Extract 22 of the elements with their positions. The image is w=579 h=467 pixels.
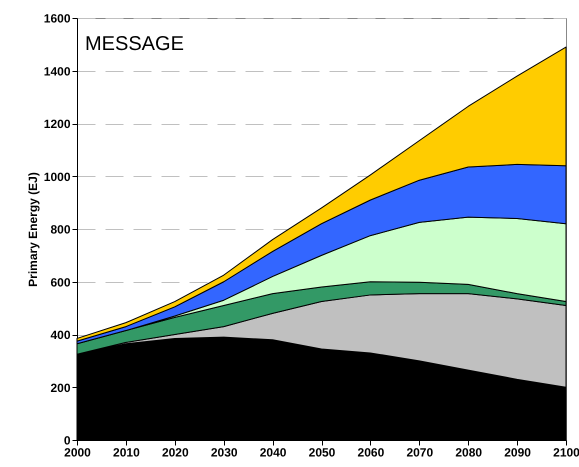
x-tick-label: 2100 (553, 446, 579, 460)
text: MESSAGE (85, 33, 184, 55)
x-tick-label: 2090 (504, 446, 532, 460)
y-tick-label: 1200 (44, 117, 71, 131)
y-tick-label: 1400 (44, 64, 71, 78)
x-tick-label: 2040 (260, 446, 287, 460)
x-tick-label: 2060 (358, 446, 385, 460)
y-tick-label: 1600 (44, 12, 71, 26)
x-tick-label: 2010 (113, 446, 140, 460)
x-tick-label: 2000 (64, 446, 92, 460)
y-tick-label: 1000 (44, 170, 71, 184)
x-tick-label: 2080 (455, 446, 482, 460)
y-tick-label: 600 (50, 275, 71, 290)
y-tick-label: 0 (64, 434, 71, 448)
x-tick-label: 2030 (210, 446, 238, 460)
y-axis-title: Primary Energy (EJ) (26, 172, 40, 287)
x-tick-label: 2020 (162, 446, 189, 460)
y-tick-label: 800 (50, 222, 71, 236)
x-tick-label: 2070 (406, 446, 434, 460)
y-tick-label: 200 (50, 380, 71, 395)
y-tick-label: 400 (50, 328, 71, 342)
x-tick-label: 2050 (308, 446, 336, 460)
